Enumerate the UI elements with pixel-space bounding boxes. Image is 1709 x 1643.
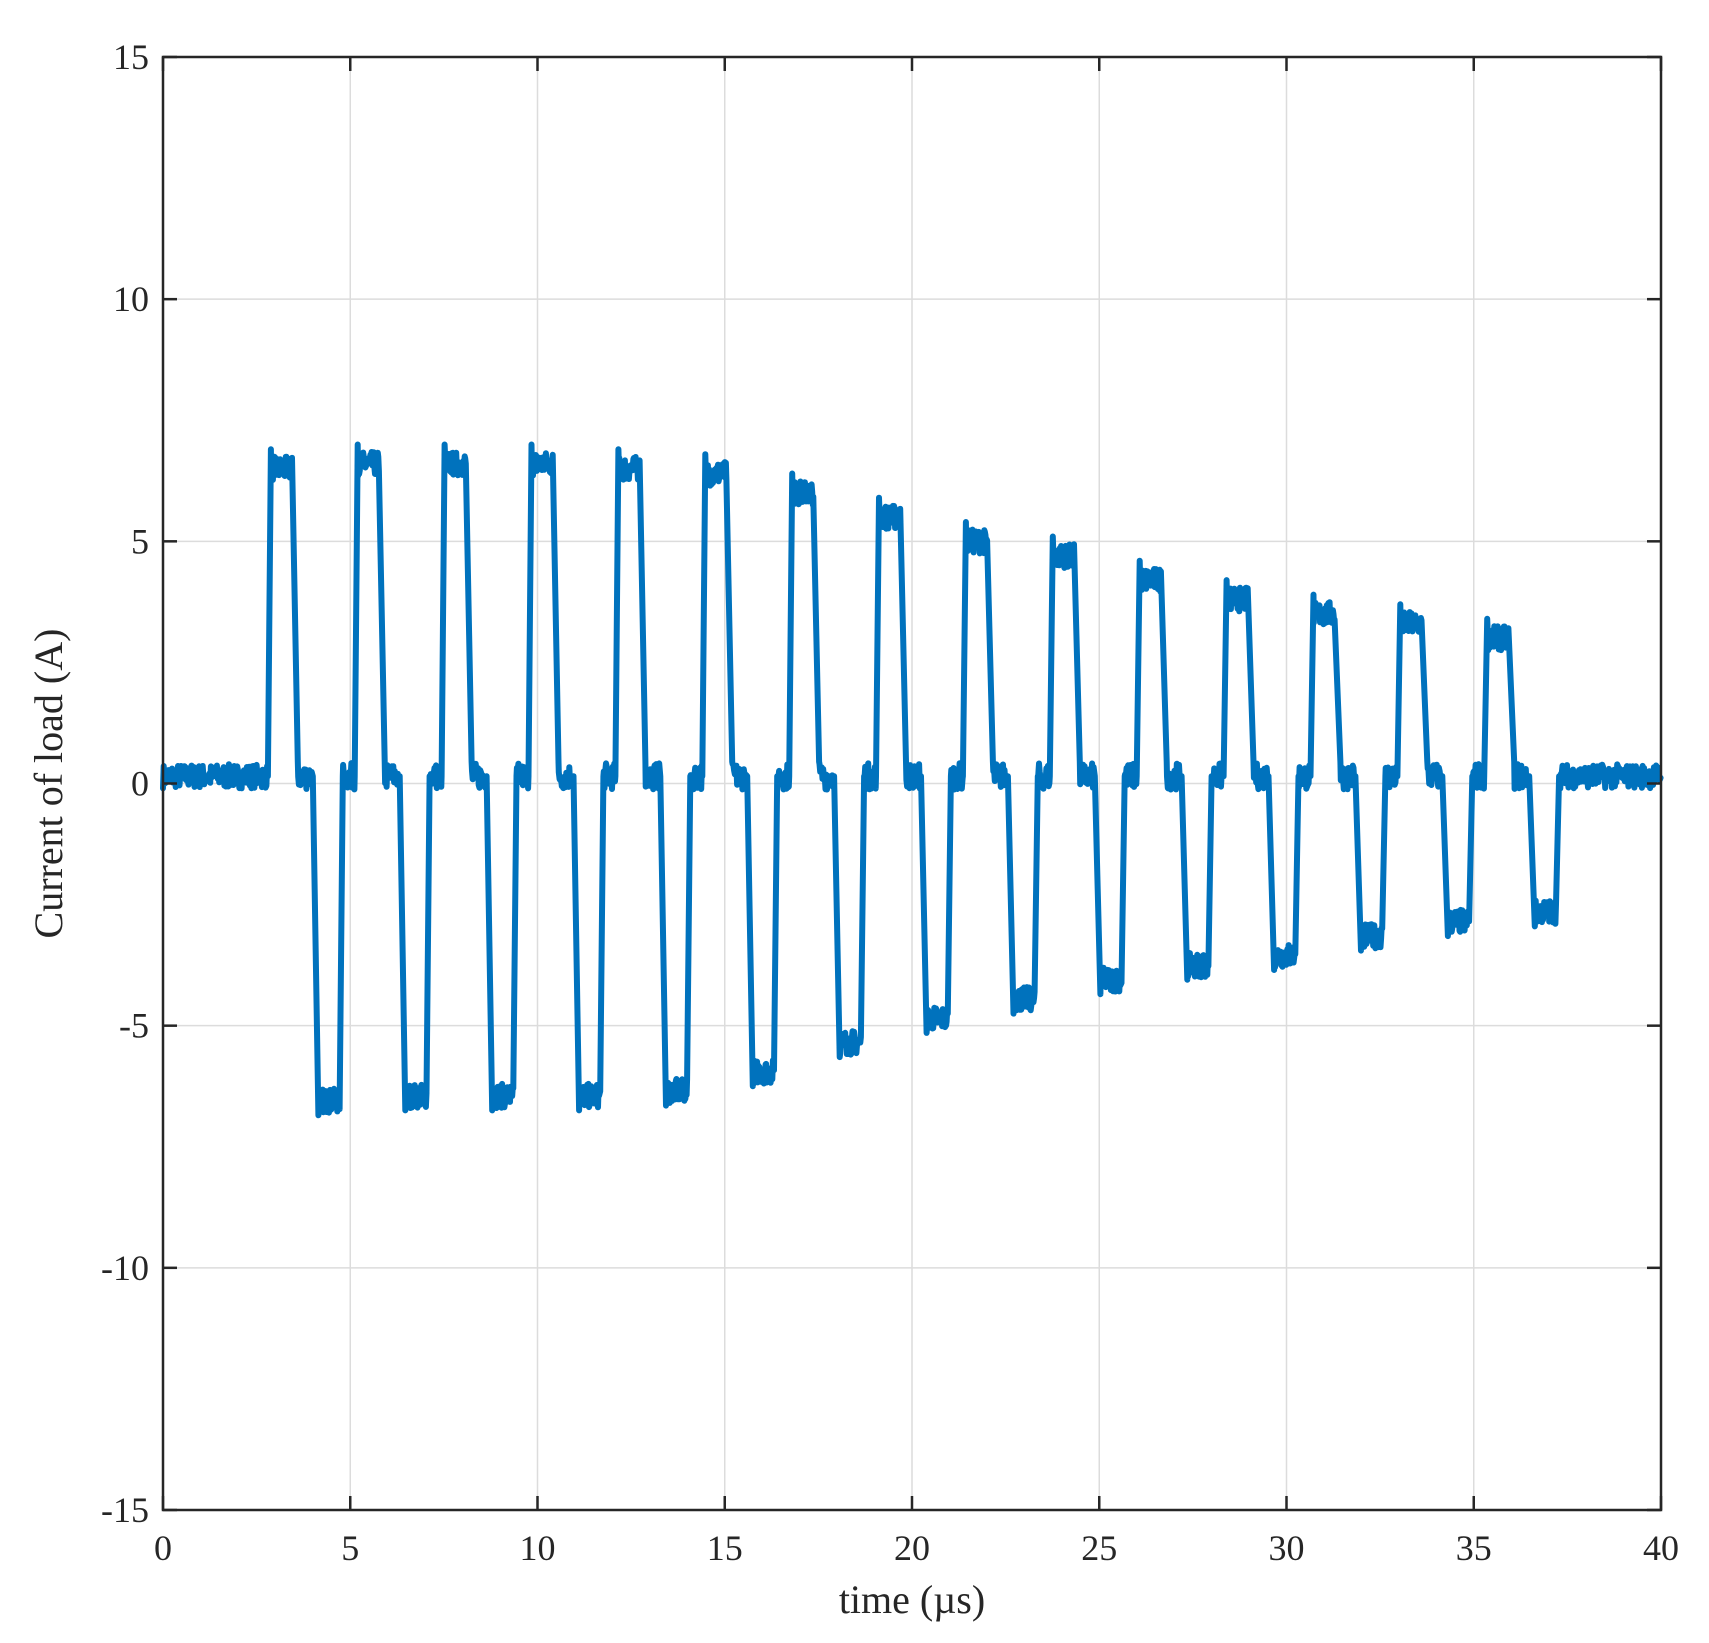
x-tick-label: 25 xyxy=(1081,1528,1117,1568)
y-tick-label: 10 xyxy=(113,279,149,319)
trace-layer xyxy=(160,441,1664,1119)
x-tick-label: 0 xyxy=(154,1528,172,1568)
tick-layer: 0 5 10 15 20 25 30 35 40 -15 -10 -5 0 5 10 15 xyxy=(101,37,1679,1568)
x-tick-label: 30 xyxy=(1269,1528,1305,1568)
y-axis-label: Current of load (A) xyxy=(26,629,71,939)
y-tick-label: -5 xyxy=(119,1006,149,1046)
x-tick-label: 15 xyxy=(707,1528,743,1568)
x-tick-label: 40 xyxy=(1643,1528,1679,1568)
y-tick-label: -15 xyxy=(101,1490,149,1530)
x-tick-label: 10 xyxy=(520,1528,556,1568)
x-axis-label: time (µs) xyxy=(839,1577,985,1622)
x-tick-label: 20 xyxy=(894,1528,930,1568)
y-tick-label: 5 xyxy=(131,521,149,561)
current-series-line xyxy=(160,441,1664,1119)
x-tick-label: 5 xyxy=(341,1528,359,1568)
y-tick-label: -10 xyxy=(101,1248,149,1288)
grid-layer xyxy=(163,57,1661,1510)
y-tick-label: 15 xyxy=(113,37,149,77)
y-tick-label: 0 xyxy=(131,764,149,804)
x-tick-label: 35 xyxy=(1456,1528,1492,1568)
